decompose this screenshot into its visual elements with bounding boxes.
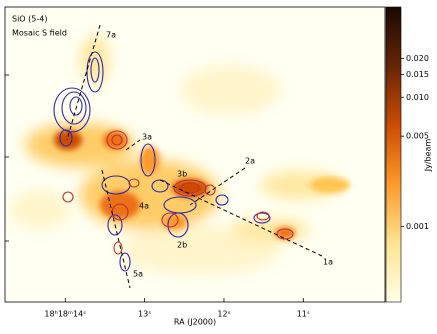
annotation: 2a: [245, 157, 255, 166]
colorbar-label: Jy/beam: [424, 139, 433, 173]
emission-map: [10, 24, 350, 289]
x-tick-label: 11ˢ: [297, 310, 310, 319]
annotation: 7a: [106, 31, 116, 40]
x-tick-label: 13ˢ: [138, 310, 151, 319]
annotation: 5a: [133, 270, 143, 279]
annotation: 3b: [177, 170, 187, 179]
colorbar-tick-label: 0.001: [406, 222, 429, 231]
x-axis-label: RA (J2000): [174, 318, 216, 327]
x-tick-label: 18ʰ18ᵐ14ˢ: [44, 310, 86, 319]
colorbar-tick-label: 0.010: [406, 93, 429, 102]
annotation: 3a: [142, 133, 152, 142]
colorbar: [385, 6, 402, 303]
colorbar-tick-label: 0.020: [406, 54, 429, 63]
annotation: Mosaic S field: [12, 29, 67, 38]
annotation: 2b: [177, 241, 187, 250]
colorbar-tick-label: 0.005: [406, 132, 429, 141]
x-tick-label: 12ˢ: [217, 310, 230, 319]
plot-frame: [4, 6, 386, 303]
annotation: SiO (5-4): [12, 15, 47, 24]
annotation: 4a: [139, 202, 149, 211]
annotation: 1a: [323, 258, 333, 267]
y-axis-ticks: [5, 74, 9, 242]
colorbar-tick-label: 0.015: [406, 70, 429, 79]
